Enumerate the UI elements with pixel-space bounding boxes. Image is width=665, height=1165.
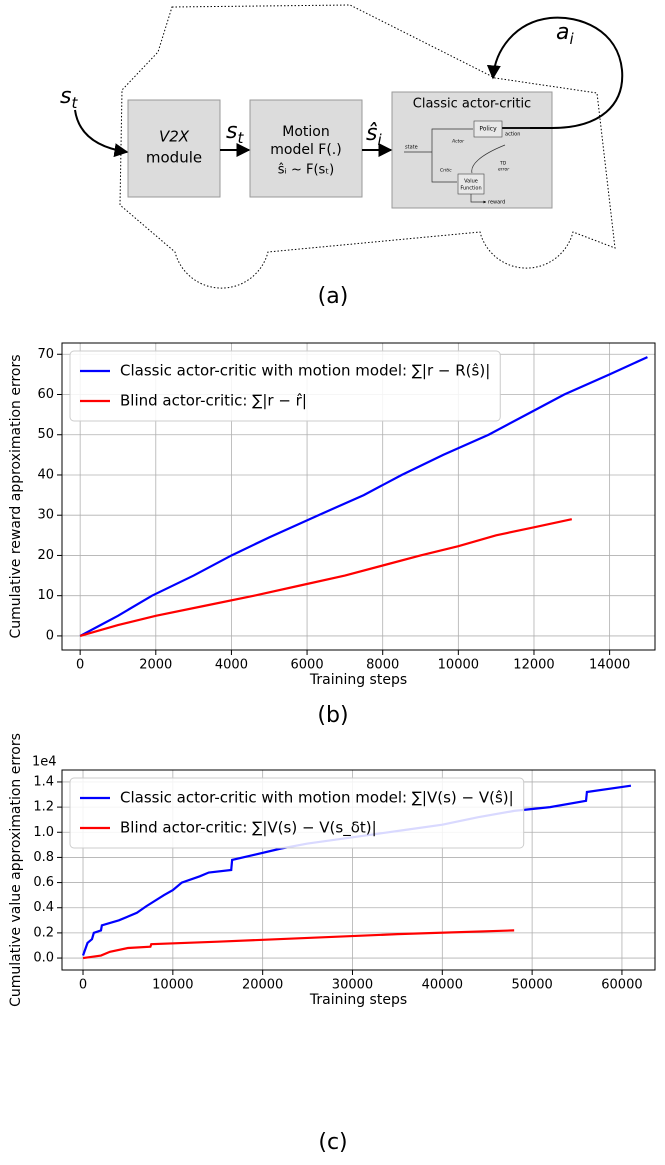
mini-text: TD — [499, 161, 507, 167]
y-tick-label: 0.0 — [33, 951, 54, 966]
x-tick-label: 60000 — [601, 978, 642, 993]
box-title: Classic actor-critic — [413, 97, 531, 112]
caption: (a) — [318, 284, 349, 309]
legend-box — [69, 777, 525, 849]
y-tick-label: 50 — [37, 427, 54, 442]
subscript: t — [237, 129, 244, 147]
y-tick-label: 10 — [37, 588, 54, 603]
y-tick-label: 1.0 — [33, 825, 54, 840]
legend-box — [69, 350, 501, 422]
mini-arrows — [404, 127, 530, 202]
mini-text: Actor — [451, 139, 465, 145]
caption: (b) — [317, 703, 348, 728]
action-loop — [486, 16, 624, 129]
mini-text: reward — [488, 200, 505, 206]
y-axis-title: Cumulative value approximation errors — [8, 733, 24, 1007]
y-tick-label: 70 — [37, 347, 54, 362]
y-tick-label: 0.4 — [33, 900, 54, 915]
box-text: V2X — [159, 128, 190, 146]
legend-label: Blind actor-critic: ∑|V(s) − V(s_δt)| — [120, 819, 377, 838]
x-tick-label: 50000 — [511, 978, 552, 993]
symbol: a — [556, 20, 569, 45]
x-tick-label: 30000 — [332, 978, 373, 993]
legend-label: Classic actor-critic with motion model: … — [120, 789, 514, 807]
mini-text: Policy — [479, 126, 497, 133]
mini-text: state — [405, 145, 418, 151]
plot-frame — [61, 769, 656, 971]
x-tick-label: 0 — [79, 978, 87, 993]
mini-text: Function — [460, 186, 481, 192]
legend: Classic actor-critic with motion model: … — [69, 777, 525, 849]
mini-text: Critic — [440, 168, 452, 174]
box-text: Motion — [282, 124, 329, 140]
state-label: st — [60, 84, 78, 112]
y-tick-label: 30 — [37, 508, 54, 523]
y-tick-label: 1.4 — [33, 774, 54, 789]
y-tick-label: 0.2 — [33, 925, 54, 940]
box-text: ŝᵢ ~ F(sₜ) — [278, 163, 334, 178]
data-line — [79, 356, 648, 637]
box-text: module — [146, 149, 202, 167]
x-tick-label: 20000 — [242, 978, 283, 993]
x-tick-label: 2000 — [139, 658, 172, 673]
x-tick-label: 14000 — [589, 658, 630, 673]
state-label: st — [226, 119, 244, 147]
data-line — [79, 518, 573, 637]
x-tick-label: 8000 — [366, 658, 399, 673]
mini-text: error — [498, 167, 510, 173]
chart: 0 2000 4000 6000 8000 10000 12000 14000 0 10 20 30 4… — [8, 342, 656, 728]
estimate-label: ŝi — [366, 121, 382, 149]
symbol: ŝ — [366, 121, 377, 146]
legend: Classic actor-critic with motion model: … — [69, 350, 501, 422]
x-axis-title: Training steps — [309, 672, 407, 688]
v2x-box — [127, 99, 221, 198]
x-axis-title: Training steps — [309, 992, 407, 1008]
caption: (c) — [318, 1130, 347, 1155]
y-axis-title: Cumulative reward approximation errors — [8, 354, 24, 638]
axis-offset: 1e4 — [32, 755, 57, 770]
plot-frame — [61, 342, 656, 651]
data-line — [82, 929, 515, 960]
mini-text: action — [505, 132, 520, 138]
diagram: st V2X module st Motion model F(.) ŝᵢ ~ … — [60, 4, 624, 309]
y-tick-label: 0.8 — [33, 850, 54, 865]
box-text: model F(.) — [270, 142, 341, 158]
y-tick-label: 40 — [37, 467, 54, 482]
x-tick-label: 0 — [76, 658, 84, 673]
x-tick-label: 10000 — [438, 658, 479, 673]
subscript: t — [71, 94, 78, 112]
action-label: ai — [556, 20, 574, 48]
y-tick-label: 0 — [46, 628, 54, 643]
x-tick-label: 12000 — [513, 658, 554, 673]
policy-box — [473, 120, 503, 138]
y-tick-label: 1.2 — [33, 800, 54, 815]
chart: 0 10000 20000 30000 40000 50000 60000 0.0 0.2 0.4… — [8, 733, 656, 1155]
y-tick-label: 20 — [37, 548, 54, 563]
legend-label: Classic actor-critic with motion model: … — [120, 362, 490, 380]
x-tick-label: 4000 — [215, 658, 248, 673]
legend-label: Blind actor-critic: ∑|r − r̂| — [120, 392, 307, 410]
y-tick-label: 0.6 — [33, 875, 54, 890]
subscript: i — [377, 131, 382, 149]
x-tick-label: 40000 — [422, 978, 463, 993]
car-outline — [119, 4, 616, 289]
symbol: s — [226, 119, 237, 144]
symbol: s — [60, 84, 71, 109]
input-arrow — [74, 109, 129, 158]
mini-text: Value — [464, 179, 478, 185]
y-tick-label: 60 — [37, 387, 54, 402]
x-tick-label: 6000 — [291, 658, 324, 673]
x-tick-label: 10000 — [152, 978, 193, 993]
motion-box — [249, 99, 363, 198]
subscript: i — [569, 30, 574, 48]
